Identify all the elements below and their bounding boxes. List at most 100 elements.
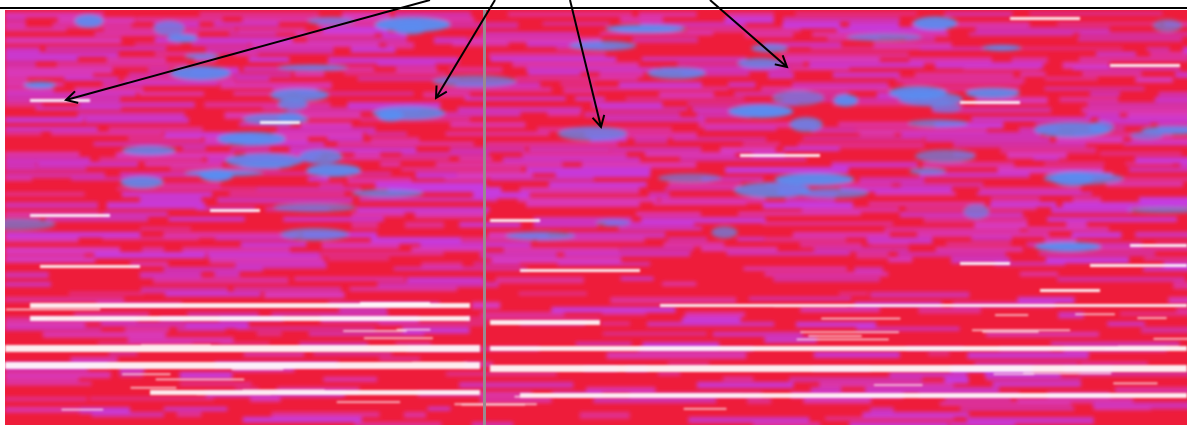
- band: [1051, 207, 1132, 213]
- band: [459, 382, 573, 388]
- streak: [397, 329, 431, 331]
- band: [1066, 222, 1087, 228]
- band: [990, 202, 1056, 207]
- streak: [960, 101, 1020, 104]
- band: [177, 327, 226, 332]
- band: [125, 327, 170, 333]
- band: [784, 147, 840, 151]
- band: [153, 277, 288, 284]
- band: [682, 317, 741, 323]
- band: [512, 62, 638, 67]
- band: [1020, 72, 1045, 76]
- streak: [131, 387, 177, 389]
- streak: [520, 269, 640, 272]
- blue-blob: [239, 161, 294, 169]
- band: [1079, 32, 1187, 36]
- streak: [490, 219, 540, 222]
- band: [264, 292, 345, 298]
- band: [5, 152, 79, 156]
- band: [5, 232, 141, 237]
- band: [236, 77, 270, 81]
- band: [244, 352, 304, 357]
- blue-blob: [737, 58, 783, 69]
- band: [356, 207, 489, 213]
- band: [43, 332, 166, 338]
- band: [795, 12, 917, 15]
- band: [1135, 232, 1187, 237]
- streak: [30, 316, 470, 321]
- band: [404, 412, 426, 418]
- band: [139, 92, 204, 96]
- streak: [774, 305, 847, 307]
- band: [551, 307, 675, 313]
- band: [1051, 342, 1180, 346]
- band: [653, 202, 746, 205]
- band: [1173, 282, 1187, 289]
- band: [164, 267, 263, 272]
- streak: [797, 338, 889, 340]
- band: [658, 372, 680, 375]
- band: [36, 107, 122, 110]
- band: [490, 177, 594, 181]
- band: [977, 192, 1092, 195]
- band: [1135, 77, 1173, 82]
- band: [901, 132, 1040, 137]
- band: [309, 332, 424, 336]
- band: [1028, 227, 1109, 231]
- band: [5, 52, 119, 57]
- blue-blob: [964, 204, 990, 219]
- blue-blob: [373, 106, 446, 120]
- blue-blob: [227, 135, 268, 144]
- blue-blob: [278, 99, 308, 110]
- band: [508, 12, 632, 17]
- band: [673, 137, 766, 141]
- band: [915, 72, 1013, 78]
- band: [1095, 407, 1151, 410]
- streak: [740, 154, 820, 157]
- band: [888, 257, 912, 262]
- band: [610, 297, 736, 303]
- band: [793, 232, 890, 238]
- band: [401, 167, 521, 171]
- band: [1124, 142, 1187, 145]
- band: [277, 127, 375, 133]
- band: [45, 217, 148, 221]
- band: [825, 417, 954, 420]
- band: [526, 67, 658, 72]
- band: [875, 192, 956, 196]
- band: [1059, 97, 1118, 102]
- blue-blob: [833, 94, 858, 106]
- band: [557, 262, 650, 266]
- band: [765, 272, 889, 276]
- band: [337, 142, 474, 146]
- band: [99, 157, 202, 162]
- streak: [1080, 348, 1104, 350]
- band: [1086, 112, 1119, 118]
- blue-blob: [847, 33, 922, 41]
- band: [685, 312, 745, 317]
- band: [92, 412, 164, 417]
- band: [490, 57, 616, 61]
- band: [94, 142, 229, 146]
- band: [45, 47, 166, 50]
- blue-blob: [1043, 173, 1123, 185]
- streak: [122, 373, 170, 375]
- streak: [1075, 313, 1115, 315]
- band: [839, 292, 868, 295]
- band: [5, 327, 101, 331]
- band: [599, 107, 687, 111]
- band: [1096, 52, 1136, 56]
- band: [1150, 52, 1187, 56]
- band: [602, 312, 646, 316]
- blue-blob: [352, 189, 423, 197]
- streak: [1010, 17, 1080, 20]
- band: [796, 322, 876, 327]
- band: [802, 207, 899, 212]
- blue-blob: [122, 146, 176, 156]
- band: [1159, 92, 1187, 96]
- blue-blob: [772, 90, 824, 105]
- blue-blob: [1035, 242, 1102, 252]
- band: [405, 222, 444, 228]
- band: [206, 47, 334, 54]
- band: [1047, 217, 1177, 222]
